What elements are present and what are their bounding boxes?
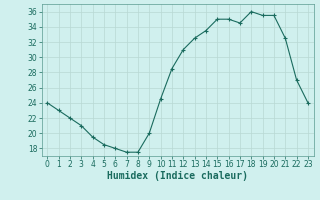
X-axis label: Humidex (Indice chaleur): Humidex (Indice chaleur) — [107, 171, 248, 181]
